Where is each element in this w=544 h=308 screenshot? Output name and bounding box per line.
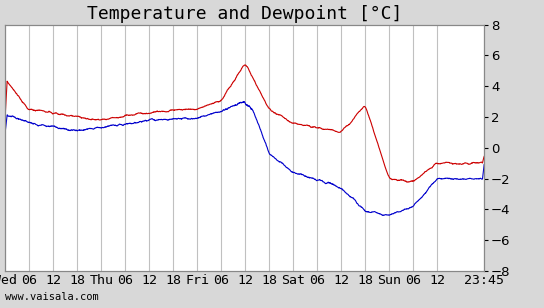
Text: www.vaisala.com: www.vaisala.com <box>5 292 99 302</box>
Title: Temperature and Dewpoint [°C]: Temperature and Dewpoint [°C] <box>87 5 403 23</box>
